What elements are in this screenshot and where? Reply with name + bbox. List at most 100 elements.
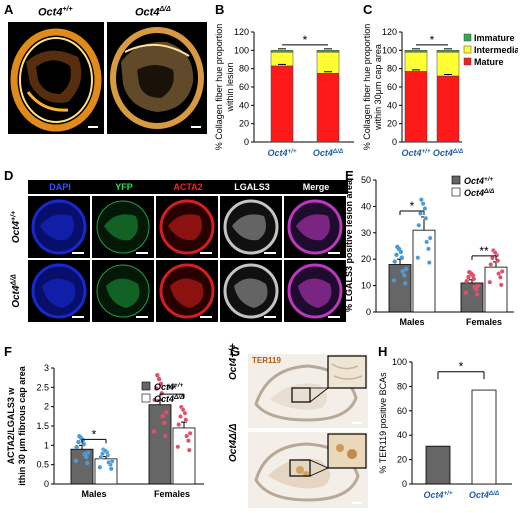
e-data-point <box>496 271 501 276</box>
panel-b-chart: 0 20 40 60 80 100 120% Collagen fiber hue prop… <box>214 24 354 158</box>
f-data-point <box>158 381 164 387</box>
b-bar-intermediate <box>316 51 340 74</box>
e-data-point <box>466 274 471 280</box>
e-data-point <box>402 273 407 278</box>
f-bar <box>172 427 196 485</box>
e-data-point <box>419 197 424 203</box>
ter119-ko-image <box>254 433 367 504</box>
panel-h-letter: H <box>378 344 388 359</box>
c-bar-immature <box>436 50 460 53</box>
e-data-point <box>399 255 404 260</box>
panel-g-stain-label: TER119 <box>252 356 281 365</box>
h-bar <box>425 445 451 485</box>
e-data-point <box>420 201 426 206</box>
b-sig-star: * <box>303 33 308 47</box>
c-y-tick-label: 60 <box>387 82 397 92</box>
h-x-tick-label: Oct4+/+ <box>423 490 452 500</box>
panel-g-letter: G <box>230 344 241 359</box>
e-bar <box>484 266 508 313</box>
b-y-tick-label: 100 <box>234 45 249 55</box>
f-data-point <box>82 452 87 457</box>
f-legend-label: Oct4Δ/Δ <box>154 394 184 404</box>
panel-a-label-wt: Oct4+/+ <box>38 6 73 19</box>
e-data-point <box>487 279 493 285</box>
b-y-tick-label: 120 <box>234 27 249 37</box>
panel-g-image-ko <box>248 432 368 508</box>
ter119-wt-image <box>254 355 367 424</box>
f-data-point <box>97 464 103 470</box>
picrosirius-wt-image <box>10 28 102 132</box>
e-data-point <box>498 282 504 288</box>
e-legend-swatch <box>451 175 461 185</box>
e-legend-swatch <box>451 187 461 197</box>
panel-d-image-lgals3 <box>220 196 282 258</box>
e-data-point <box>492 250 498 255</box>
f-legend-swatch <box>141 393 151 403</box>
f-data-point <box>180 407 186 413</box>
panel-d-channel-label: DAPI <box>28 180 92 194</box>
f-legend-label: Oct4+/+ <box>154 382 183 392</box>
f-y-tick-label: 0 <box>44 479 49 489</box>
panel-f-letter: F <box>4 344 12 359</box>
c-y-tick-label: 80 <box>387 64 397 74</box>
panel-h-chart: 0 20 40 60 80 100 % TER119 positive BCAs Oct4+/… <box>378 357 512 500</box>
f-y-tick-label: 1 <box>44 440 49 450</box>
e-bar <box>412 229 436 313</box>
panel-d-row-label: Oct4Δ/Δ <box>11 274 23 308</box>
f-y-tick-label: 0.5 <box>36 460 49 470</box>
e-data-point <box>423 216 429 221</box>
panel-d-image-yfp <box>92 260 154 322</box>
f-data-point <box>160 413 165 419</box>
e-data-point <box>415 255 421 261</box>
e-y-tick-label: 10 <box>361 281 371 291</box>
e-data-point <box>400 269 405 274</box>
panel-d-channel-label: LGALS3 <box>220 180 284 194</box>
panel-a-image-ko <box>107 22 207 134</box>
f-data-point <box>183 417 189 423</box>
e-y-tick-label: 20 <box>361 254 371 264</box>
h-y-tick-label: 0 <box>402 479 407 489</box>
f-bar <box>70 448 94 485</box>
f-data-point <box>187 430 193 436</box>
f-sig-star: * <box>92 427 97 441</box>
f-data-point <box>176 422 182 427</box>
c-bar-mature <box>436 75 460 143</box>
c-bar-intermediate <box>436 51 460 77</box>
e-y-tick-label: 0 <box>366 307 371 317</box>
e-data-point <box>391 278 397 283</box>
e-data-point <box>471 276 476 281</box>
e-legend-label: Oct4+/+ <box>464 176 493 186</box>
e-data-point <box>495 258 501 264</box>
e-data-point <box>426 260 432 265</box>
f-data-point <box>162 420 167 426</box>
f-data-point <box>73 458 79 464</box>
f-y-tick-label: 2.5 <box>36 382 49 392</box>
panel-d-channel-label: Merge <box>284 180 348 194</box>
panel-d-row-label: Oct4+/+ <box>11 211 23 243</box>
panel-d-row-label-wrap: Oct4+/+ <box>11 211 23 243</box>
e-sig-star: * <box>410 199 415 213</box>
e-bar <box>388 264 412 313</box>
f-y-label: ACTA2/LGALS3 within 30 μm fibrous cap ar… <box>6 365 27 486</box>
e-data-point <box>498 275 503 280</box>
f-data-point <box>106 460 111 465</box>
panel-d-image-yfp <box>92 196 154 258</box>
panel-c-letter: C <box>363 2 373 17</box>
e-data-point <box>472 284 477 290</box>
e-data-point <box>488 262 494 267</box>
b-bar-immature <box>270 50 294 53</box>
c-y-tick-label: 0 <box>392 137 397 147</box>
e-y-label: % LGALS3 positive lesion area <box>344 179 354 312</box>
e-x-tick-label: Females <box>466 317 502 327</box>
e-data-point <box>424 239 429 245</box>
b-y-label: % Collagen fiber hue proportionwithin le… <box>214 24 235 151</box>
c-legend-label: Immature <box>474 33 515 43</box>
c-legend-swatch <box>463 33 472 42</box>
c-y-tick-label: 20 <box>387 119 397 129</box>
f-sig-star: ** <box>167 382 177 396</box>
f-y-tick-label: 1.5 <box>36 421 49 431</box>
h-sig-star: * <box>459 360 464 374</box>
panel-a-letter: A <box>4 2 14 17</box>
e-data-point <box>416 222 422 228</box>
f-data-point <box>184 433 189 439</box>
